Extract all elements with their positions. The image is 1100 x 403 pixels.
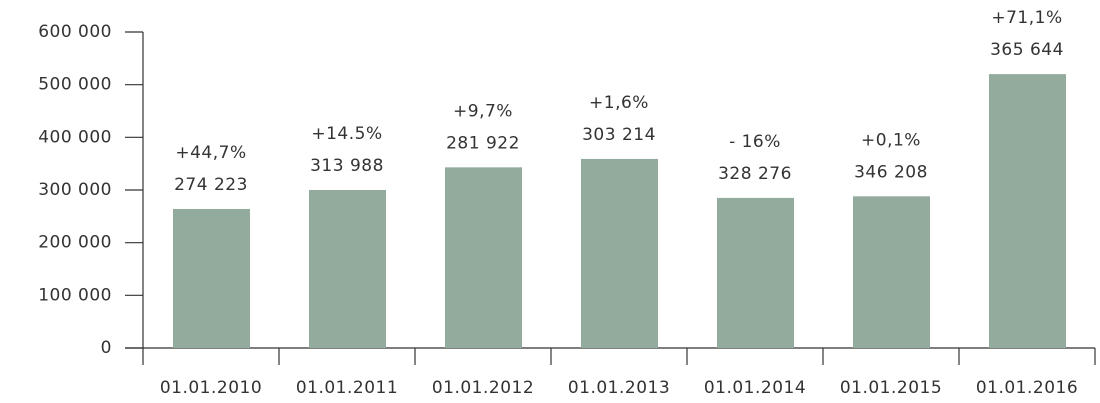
x-tick-label: 01.01.2010 (160, 378, 262, 398)
change-annotation: +14.5% (311, 124, 382, 144)
change-annotation: +0,1% (861, 130, 921, 150)
bar (581, 158, 658, 348)
x-tick-label: 01.01.2016 (976, 378, 1078, 398)
value-annotation: 281 922 (446, 133, 520, 153)
change-annotation: +71,1% (991, 8, 1062, 28)
value-annotation: 346 208 (854, 162, 928, 182)
change-annotation: +44,7% (175, 143, 246, 163)
value-annotation: 313 988 (310, 156, 384, 176)
change-annotation: +1,6% (589, 93, 649, 113)
x-tick-label: 01.01.2013 (568, 378, 670, 398)
x-tick-label: 01.01.2014 (704, 378, 806, 398)
x-tick-label: 01.01.2011 (296, 378, 398, 398)
x-tick-label: 01.01.2012 (432, 378, 534, 398)
bar (853, 196, 930, 348)
x-tick-label: 01.01.2015 (840, 378, 942, 398)
y-tick-label: 600 000 (38, 22, 112, 42)
y-tick-label: 300 000 (38, 180, 112, 200)
bar (309, 190, 386, 348)
y-tick-label: 400 000 (38, 127, 112, 147)
value-annotation: 365 644 (990, 40, 1064, 60)
bar (989, 74, 1066, 348)
value-annotation: 303 214 (582, 125, 656, 145)
bar (173, 208, 250, 348)
y-tick-label: 100 000 (38, 285, 112, 305)
y-tick-label: 0 (101, 338, 112, 358)
y-tick-label: 200 000 (38, 233, 112, 253)
change-annotation: +9,7% (453, 101, 513, 121)
value-annotation: 274 223 (174, 175, 248, 195)
y-tick-label: 500 000 (38, 75, 112, 95)
value-annotation: 328 276 (718, 164, 792, 184)
bar (445, 167, 522, 348)
bar (717, 197, 794, 348)
change-annotation: - 16% (729, 132, 781, 152)
